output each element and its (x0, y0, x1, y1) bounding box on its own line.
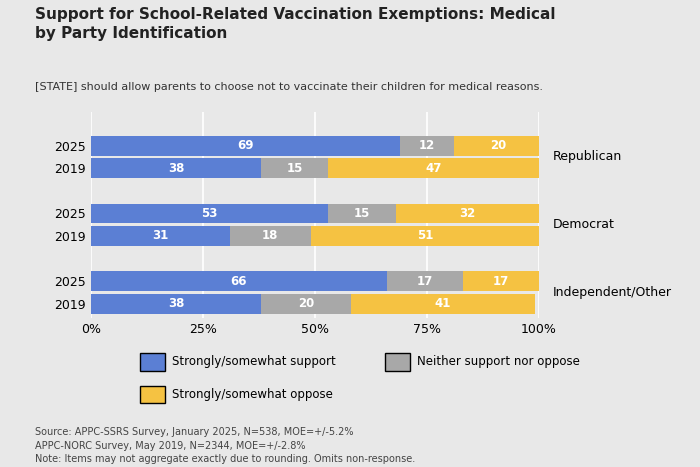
Bar (91, 204, 328, 223)
Text: Democrat: Democrat (552, 218, 615, 231)
Bar (311, 226, 539, 246)
Bar (91, 226, 230, 246)
Text: Republican: Republican (552, 150, 622, 163)
Text: 41: 41 (435, 297, 451, 310)
Text: 38: 38 (168, 297, 184, 310)
Text: 18: 18 (262, 229, 279, 242)
Text: 17: 17 (416, 275, 433, 288)
Text: 69: 69 (237, 139, 254, 152)
Bar (386, 271, 463, 291)
Text: 66: 66 (230, 275, 247, 288)
Bar (91, 158, 261, 178)
Text: Support for School-Related Vaccination Exemptions: Medical
by Party Identificati: Support for School-Related Vaccination E… (35, 7, 556, 41)
Text: 17: 17 (493, 275, 509, 288)
Text: 20: 20 (491, 139, 507, 152)
Bar (91, 271, 386, 291)
Bar (400, 136, 454, 156)
Text: 47: 47 (426, 162, 442, 175)
Text: 20: 20 (298, 297, 314, 310)
Bar (328, 204, 395, 223)
Text: Source: APPC-SSRS Survey, January 2025, N=538, MOE=+/-5.2%
APPC-NORC Survey, May: Source: APPC-SSRS Survey, January 2025, … (35, 427, 415, 467)
Text: 53: 53 (202, 207, 218, 220)
Bar (261, 158, 328, 178)
Text: 31: 31 (153, 229, 169, 242)
Text: 15: 15 (354, 207, 370, 220)
Bar (395, 204, 539, 223)
Text: 51: 51 (416, 229, 433, 242)
Bar (91, 136, 400, 156)
Text: [STATE] should allow parents to choose not to vaccinate their children for medic: [STATE] should allow parents to choose n… (35, 82, 543, 92)
Text: 15: 15 (287, 162, 303, 175)
Text: Neither support nor oppose: Neither support nor oppose (416, 355, 580, 368)
Text: Strongly/somewhat oppose: Strongly/somewhat oppose (172, 388, 332, 401)
Bar (328, 158, 539, 178)
Bar (261, 294, 351, 314)
Bar (230, 226, 311, 246)
Bar (463, 271, 539, 291)
Text: 38: 38 (168, 162, 184, 175)
Text: Strongly/somewhat support: Strongly/somewhat support (172, 355, 335, 368)
Bar (351, 294, 535, 314)
Text: 32: 32 (459, 207, 475, 220)
Bar (91, 294, 261, 314)
Text: 12: 12 (419, 139, 435, 152)
Text: Independent/Other: Independent/Other (552, 286, 671, 299)
Bar (454, 136, 543, 156)
